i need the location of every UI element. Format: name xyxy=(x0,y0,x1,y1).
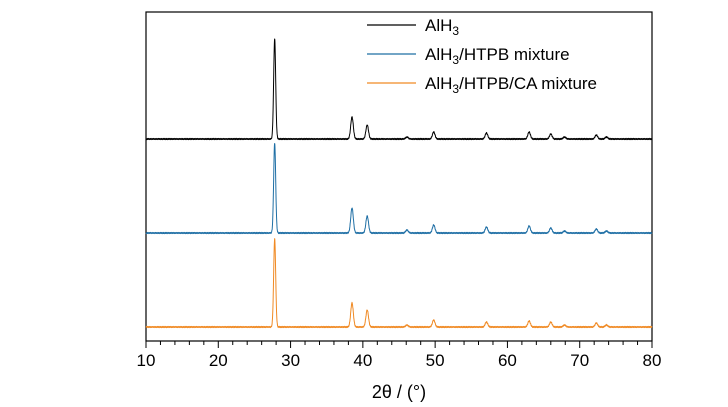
x-tick-label: 70 xyxy=(570,351,589,370)
series-layer xyxy=(145,38,653,329)
x-axis-title: 2θ / (°) xyxy=(372,382,426,402)
x-tick-label: 60 xyxy=(498,351,517,370)
plot-frame xyxy=(145,11,653,342)
legend: AlH3 AlH3/HTPB mixture AlH3/HTPB/CA mixtur… xyxy=(367,16,597,96)
x-tick-label: 20 xyxy=(209,351,228,370)
x-axis-ticks: 10 20 30 40 50 60 70 80 xyxy=(137,341,662,370)
series-line-1 xyxy=(145,38,653,141)
x-tick-label: 80 xyxy=(643,351,662,370)
x-tick-label: 30 xyxy=(281,351,300,370)
x-tick-label: 50 xyxy=(426,351,445,370)
series-line-2 xyxy=(145,142,653,235)
legend-label-3: AlH3/HTPB/CA mixture xyxy=(425,74,597,96)
legend-label-2: AlH3/HTPB mixture xyxy=(425,45,570,67)
series-line-3 xyxy=(145,238,653,329)
x-tick-label: 40 xyxy=(353,351,372,370)
x-tick-label: 10 xyxy=(137,351,156,370)
legend-label-1: AlH3 xyxy=(425,16,459,38)
